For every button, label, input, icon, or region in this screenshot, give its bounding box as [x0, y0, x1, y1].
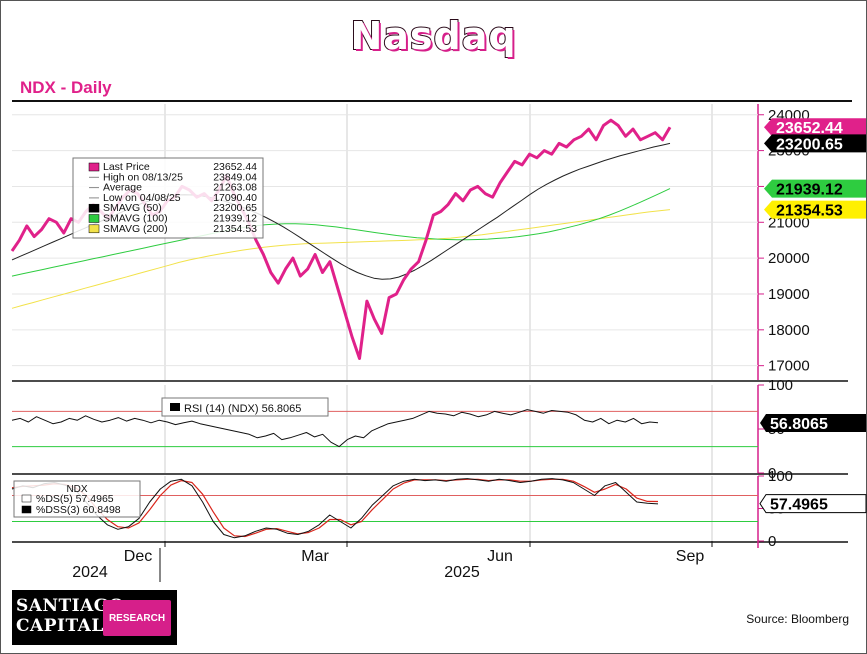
- value-tag: 23652.44: [764, 118, 866, 137]
- x-year-label: 2024: [72, 564, 108, 581]
- y-tick-label: 19000: [768, 286, 810, 303]
- legend-swatch: [88, 224, 100, 234]
- logo-badge: RESEARCH: [103, 600, 171, 636]
- y-tick-label: 0: [768, 533, 776, 550]
- series-line-last-price: [10, 118, 672, 360]
- value-tag-text: 21939.12: [776, 182, 843, 199]
- value-tag-box: [764, 134, 866, 153]
- price-legend: Last Price 23652.44 High on 08/13/25 23849.…: [72, 157, 264, 239]
- value-tag-box: [764, 179, 866, 198]
- source-note: Source: Bloomberg: [746, 612, 849, 626]
- legend-value: 23849.04: [213, 171, 257, 183]
- page-title: Nasdaq: [349, 13, 517, 59]
- logo-line-1: SANTIAGO: [16, 596, 125, 616]
- legend-label: %DSS(3) 60.8498: [36, 504, 121, 516]
- value-tag: 21354.53: [764, 200, 866, 220]
- value-tag: 56.8065: [760, 414, 866, 433]
- legend-label: SMAVG (200): [103, 223, 168, 235]
- legend-label: %DS(5) 57.4965: [36, 493, 114, 505]
- legend-value: 17090.40: [213, 192, 257, 204]
- value-tag-text: 23652.44: [776, 120, 843, 137]
- legend-box: [161, 397, 329, 417]
- x-tick-label: Dec: [124, 548, 152, 565]
- legend-value: 21263.08: [213, 182, 257, 194]
- rsi-legend: RSI (14) (NDX) 56.8065: [161, 397, 329, 417]
- legend-label: SMAVG (100): [103, 213, 168, 225]
- legend-label: SMAVG (50): [103, 202, 162, 214]
- chart-subtitle: NDX - Daily: [20, 78, 112, 97]
- value-tag-text: 21354.53: [776, 203, 843, 220]
- legend-value: 23200.65: [213, 202, 257, 214]
- stoch-ds-line: [11, 478, 659, 539]
- legend-swatch: [21, 494, 32, 503]
- series-line-smavg-200-: [11, 209, 671, 309]
- company-logo: SANTIAGO CAPITAL RESEARCH: [12, 590, 177, 645]
- value-tag-box: [764, 118, 866, 137]
- y-tick-label: 17000: [768, 358, 810, 375]
- legend-label: Last Price: [103, 161, 150, 173]
- legend-value: 21939.12: [213, 213, 257, 225]
- value-tag-text: 57.4965: [770, 497, 828, 514]
- value-tag: 21939.12: [764, 179, 866, 199]
- x-tick-label: Jun: [487, 548, 513, 565]
- logo-wordmark: SANTIAGO CAPITAL: [16, 596, 124, 636]
- legend-swatch: [88, 203, 100, 213]
- y-tick-label: 20000: [768, 250, 810, 267]
- y-tick-label: 0: [768, 465, 776, 482]
- legend-value: 23652.44: [213, 161, 257, 173]
- value-tag-text: 56.8065: [770, 416, 828, 433]
- legend-title: NDX: [66, 484, 87, 495]
- legend-label: RSI (14) (NDX) 56.8065: [184, 403, 301, 415]
- y-tick-label: 18000: [768, 322, 810, 339]
- rsi-line: [11, 409, 659, 448]
- y-tick-label: 100: [768, 468, 793, 485]
- legend-swatch: [21, 505, 32, 514]
- stoch-legend: NDX%DS(5) 57.4965%DSS(3) 60.8498: [13, 480, 141, 518]
- value-tag-box: [759, 494, 867, 514]
- legend-swatch: [88, 162, 100, 172]
- legend-box: [72, 157, 264, 239]
- legend-value: 21354.53: [213, 223, 257, 235]
- value-tag: 23200.65: [764, 134, 866, 153]
- legend-swatch: [88, 214, 100, 223]
- value-tag-text: 23200.65: [776, 136, 843, 153]
- y-tick-label: 100: [768, 377, 793, 394]
- legend-box: [13, 480, 141, 518]
- logo-line-2: CAPITAL: [16, 616, 104, 636]
- value-tag-box: [764, 200, 866, 219]
- series-line-smavg-100-: [11, 188, 671, 277]
- legend-swatch: [170, 403, 180, 411]
- legend-label: Average: [103, 182, 142, 194]
- stoch-dss-line: [11, 478, 659, 538]
- value-tag: 57.4965: [759, 494, 867, 514]
- x-tick-label: Sep: [676, 548, 705, 565]
- legend-label: High on 08/13/25: [103, 171, 183, 183]
- value-tag-box: [760, 414, 866, 433]
- x-tick-label: Mar: [301, 548, 329, 565]
- x-year-label: 2025: [444, 564, 480, 581]
- title-divider: [12, 100, 852, 102]
- legend-label: Low on 04/08/25: [103, 192, 181, 204]
